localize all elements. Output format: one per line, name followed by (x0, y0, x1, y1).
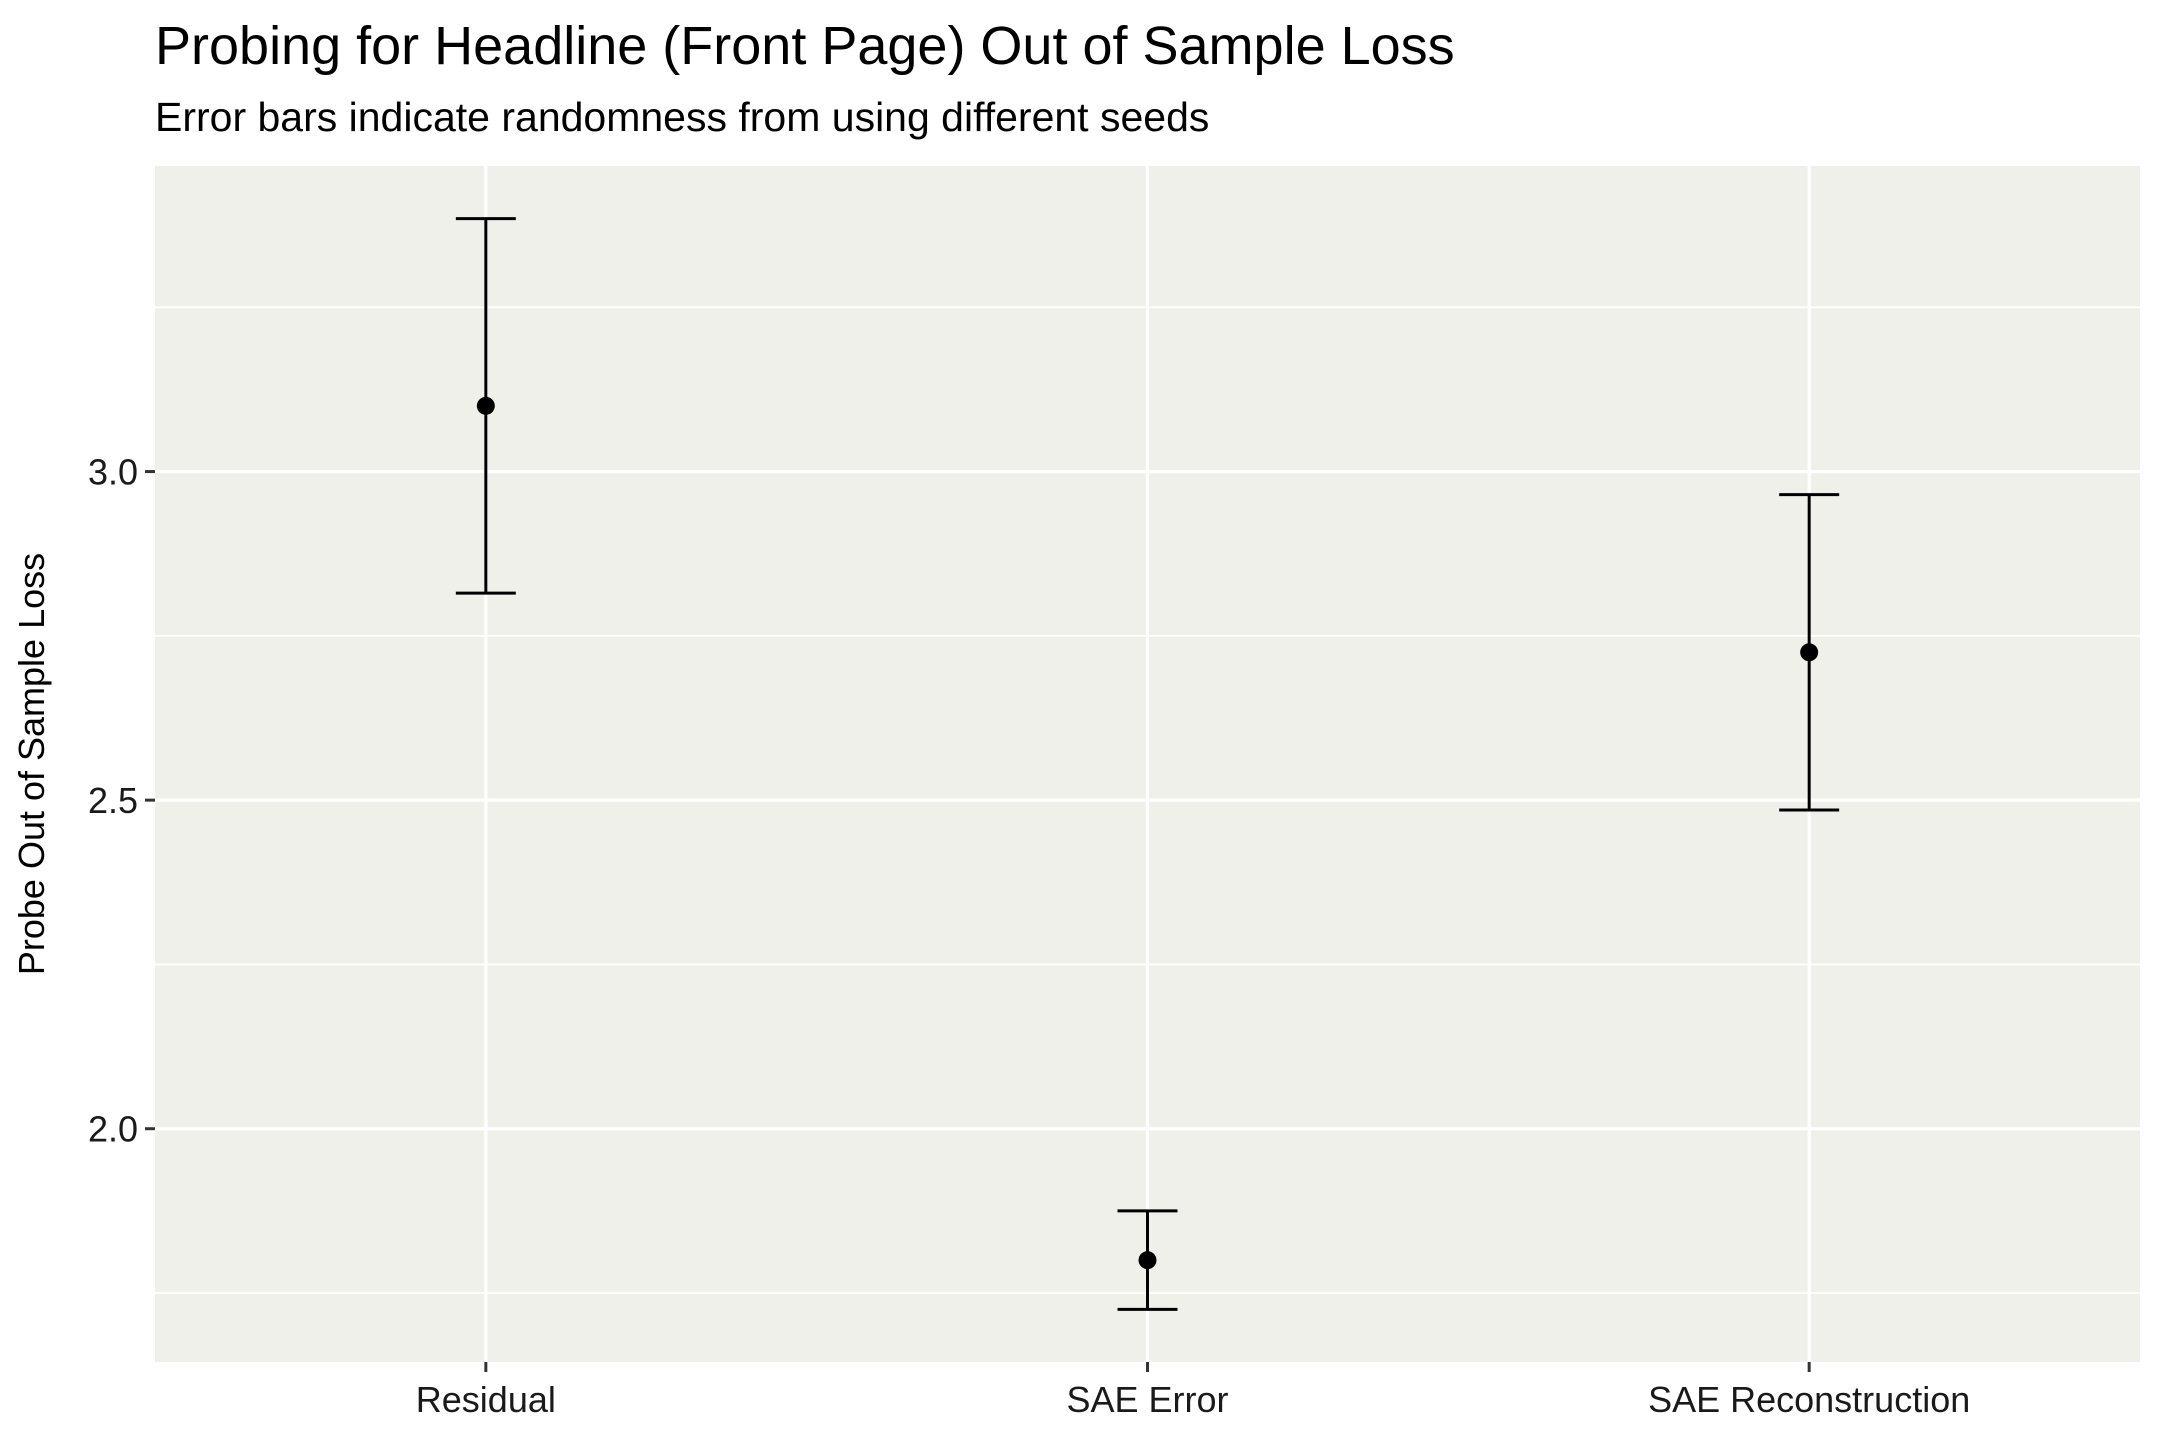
y-tick-label: 2.5 (88, 780, 138, 821)
chart-title: Probing for Headline (Front Page) Out of… (155, 16, 1455, 76)
errorbar-sae-error (1117, 1209, 1178, 1311)
y-tick-label: 3.0 (88, 452, 138, 493)
y-axis-title: Probe Out of Sample Loss (11, 553, 52, 975)
errorbar-sae-reconstruction (1779, 493, 1840, 812)
errorbar-residual (455, 217, 516, 595)
axes: 2.0 2.5 3.0 Residual SAE Error SAE Reconstruc… (88, 452, 1970, 1420)
y-tick-label: 2.0 (88, 1109, 138, 1150)
data-point (1800, 643, 1819, 662)
data-marks (455, 217, 1840, 1311)
x-tick-label: SAE Reconstruction (1648, 1379, 1970, 1420)
x-tick-label: SAE Error (1066, 1379, 1228, 1420)
x-tick-label: Residual (416, 1379, 556, 1420)
chart-subtitle: Error bars indicate randomness from usin… (155, 94, 1210, 140)
data-point (476, 396, 495, 415)
data-point (1138, 1251, 1157, 1270)
